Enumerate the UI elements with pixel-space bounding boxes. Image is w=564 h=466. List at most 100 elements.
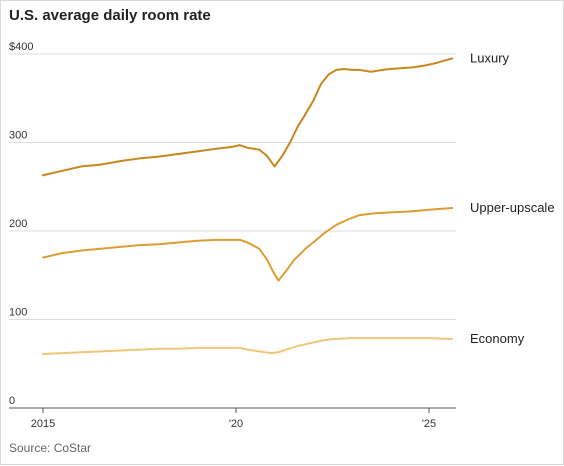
data-point xyxy=(428,337,430,339)
data-point xyxy=(335,223,338,226)
series-luxury xyxy=(42,57,454,177)
data-point xyxy=(358,214,361,216)
data-point xyxy=(408,337,411,339)
data-point xyxy=(258,350,261,353)
x-tick-label-2025: '25 xyxy=(422,418,436,430)
x-tick-label-2015: 2015 xyxy=(31,418,55,430)
data-point xyxy=(177,347,180,350)
data-point xyxy=(119,160,122,162)
data-point xyxy=(157,347,160,350)
data-point xyxy=(451,207,454,209)
data-point xyxy=(138,244,141,247)
data-point xyxy=(320,83,322,85)
data-point xyxy=(196,346,199,349)
data-point xyxy=(381,69,384,71)
x-axis xyxy=(9,407,456,413)
y-axis-tick-labels: 0 100 200 300 $400 xyxy=(9,41,33,407)
data-point xyxy=(408,210,411,213)
data-point xyxy=(285,269,288,272)
data-point xyxy=(61,252,64,255)
series-economy xyxy=(42,337,454,356)
data-point xyxy=(80,165,83,168)
data-point xyxy=(231,146,234,148)
data-point xyxy=(350,69,353,71)
data-point xyxy=(293,259,295,262)
chart-title: U.S. average daily room rate xyxy=(9,7,211,24)
data-point xyxy=(374,212,376,215)
data-point xyxy=(358,69,361,71)
data-point xyxy=(215,147,218,150)
data-point xyxy=(215,346,218,349)
series-label-luxury: Luxury xyxy=(470,50,510,65)
data-point xyxy=(296,345,299,347)
series-line xyxy=(42,206,454,282)
data-point xyxy=(177,241,180,244)
series-lines xyxy=(42,57,454,356)
data-point xyxy=(412,66,415,69)
data-point xyxy=(119,246,122,248)
data-point xyxy=(320,339,322,342)
data-point xyxy=(370,337,372,339)
data-point xyxy=(277,279,280,282)
series-line xyxy=(42,57,454,177)
data-point xyxy=(238,346,241,349)
data-point xyxy=(238,144,241,147)
data-point xyxy=(277,351,280,354)
data-point xyxy=(350,337,353,339)
data-point xyxy=(389,337,392,339)
data-point xyxy=(304,247,307,250)
data-point xyxy=(100,163,102,166)
data-point xyxy=(401,67,403,70)
data-point xyxy=(157,243,160,246)
data-point xyxy=(100,247,102,250)
data-point xyxy=(451,57,454,60)
data-point xyxy=(296,125,299,128)
data-point xyxy=(246,146,249,149)
data-point xyxy=(428,208,430,211)
series-labels: Luxury Upper-upscale Economy xyxy=(470,50,555,346)
data-point xyxy=(196,150,199,153)
data-point xyxy=(269,352,272,355)
series-label-economy: Economy xyxy=(470,331,525,346)
chart-source: Source: CoStar xyxy=(9,441,92,455)
data-point xyxy=(370,70,372,73)
data-point xyxy=(138,348,141,351)
x-tick-label-2020: '20 xyxy=(229,418,243,430)
data-point xyxy=(347,218,349,221)
data-point xyxy=(327,73,330,76)
series-upper-upscale xyxy=(42,206,454,282)
data-point xyxy=(177,153,180,155)
data-point xyxy=(196,239,199,242)
data-point xyxy=(42,256,44,259)
data-point xyxy=(80,351,83,354)
data-point xyxy=(265,154,268,157)
data-point xyxy=(312,100,315,102)
data-point xyxy=(451,338,454,340)
data-point xyxy=(289,141,291,144)
gridlines xyxy=(9,53,456,320)
data-point xyxy=(331,338,334,340)
y-tick-label-400: $400 xyxy=(9,41,33,53)
data-point xyxy=(435,61,438,64)
data-point xyxy=(138,157,141,160)
data-point xyxy=(312,241,315,244)
series-label-upper-upscale: Upper-upscale xyxy=(470,200,555,215)
series-line xyxy=(42,337,454,356)
y-tick-label-100: 100 xyxy=(9,307,27,319)
data-point xyxy=(246,348,249,351)
y-tick-label-200: 200 xyxy=(9,218,27,230)
data-point xyxy=(42,174,44,177)
data-point xyxy=(157,155,160,158)
data-point xyxy=(119,349,122,352)
data-point xyxy=(215,238,218,241)
y-tick-label-0: 0 xyxy=(9,395,15,407)
data-point xyxy=(323,231,326,234)
data-point xyxy=(281,154,284,157)
data-point xyxy=(258,247,261,250)
data-point xyxy=(343,68,345,70)
data-point xyxy=(258,148,261,151)
data-point xyxy=(238,238,241,241)
data-point xyxy=(100,350,102,353)
